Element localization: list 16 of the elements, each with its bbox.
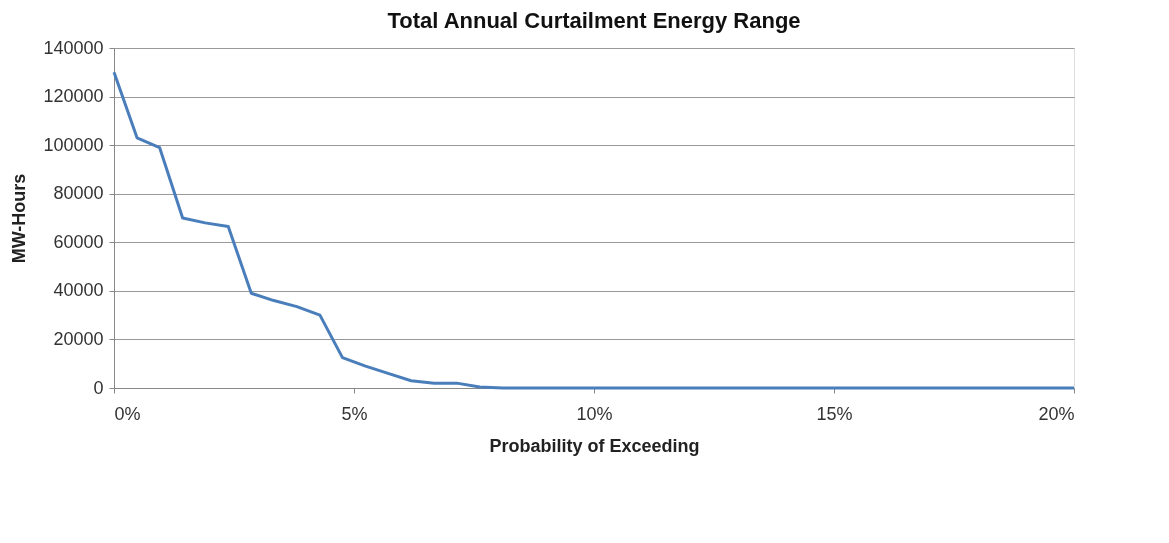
y-tick-label: 20000 — [53, 328, 104, 349]
x-tick-label: 5% — [341, 403, 368, 424]
y-axis-title: MW-Hours — [9, 173, 30, 264]
y-tick-label: 140000 — [43, 37, 104, 58]
chart-title: Total Annual Curtailment Energy Range — [387, 8, 801, 33]
y-tick-label: 80000 — [53, 183, 104, 204]
x-tick-label: 0% — [114, 403, 141, 424]
x-tick-label: 15% — [816, 403, 853, 424]
y-tick-label: 0 — [93, 377, 104, 398]
x-axis-title: Probability of Exceeding — [489, 435, 700, 456]
y-tick-label: 40000 — [53, 280, 104, 301]
y-tick-label: 120000 — [43, 86, 104, 107]
y-tick-label: 60000 — [53, 231, 104, 252]
x-tick-label: 20% — [1038, 403, 1075, 424]
x-tick-label: 10% — [576, 403, 613, 424]
y-tick-label: 100000 — [43, 134, 104, 155]
